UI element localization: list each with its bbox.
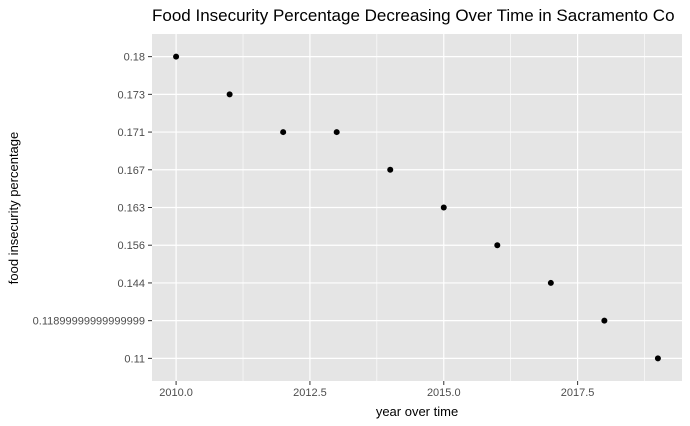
- y-tick-label: 0.167: [117, 165, 145, 177]
- y-tick-label: 0.11: [124, 353, 145, 365]
- y-tick-label: 0.156: [117, 240, 145, 252]
- x-axis: 2010.0 2012.5 2015.0 2017.5: [159, 381, 594, 399]
- y-tick-label: 0.144: [117, 278, 145, 290]
- data-point: [601, 317, 608, 324]
- data-point: [333, 129, 340, 136]
- x-tick-label: 2010.0: [159, 387, 193, 399]
- data-point: [654, 355, 661, 362]
- data-point: [173, 53, 180, 60]
- y-tick-label: 0.171: [117, 127, 145, 139]
- y-tick-label: 0.173: [117, 89, 145, 101]
- data-point: [280, 129, 287, 136]
- x-tick-label: 2012.5: [293, 387, 327, 399]
- data-point: [440, 204, 447, 211]
- data-point: [226, 91, 233, 98]
- data-points: [173, 53, 661, 362]
- y-tick-label: 0.11899999999999999: [33, 316, 145, 328]
- y-axis-title: food insecurity percentage: [6, 132, 21, 284]
- data-point: [387, 166, 394, 173]
- y-tick-label: 0.163: [117, 203, 145, 215]
- data-point: [494, 242, 501, 249]
- y-tick-label: 0.18: [124, 52, 145, 64]
- data-point: [547, 279, 554, 286]
- chart-title: Food Insecurity Percentage Decreasing Ov…: [152, 6, 675, 25]
- x-tick-label: 2017.5: [561, 387, 595, 399]
- x-tick-label: 2015.0: [427, 387, 461, 399]
- y-axis: 0.11 0.11899999999999999 0.144 0.156 0.163 0.…: [33, 52, 152, 365]
- x-axis-title: year over time: [376, 404, 458, 419]
- major-gridlines: [152, 34, 682, 381]
